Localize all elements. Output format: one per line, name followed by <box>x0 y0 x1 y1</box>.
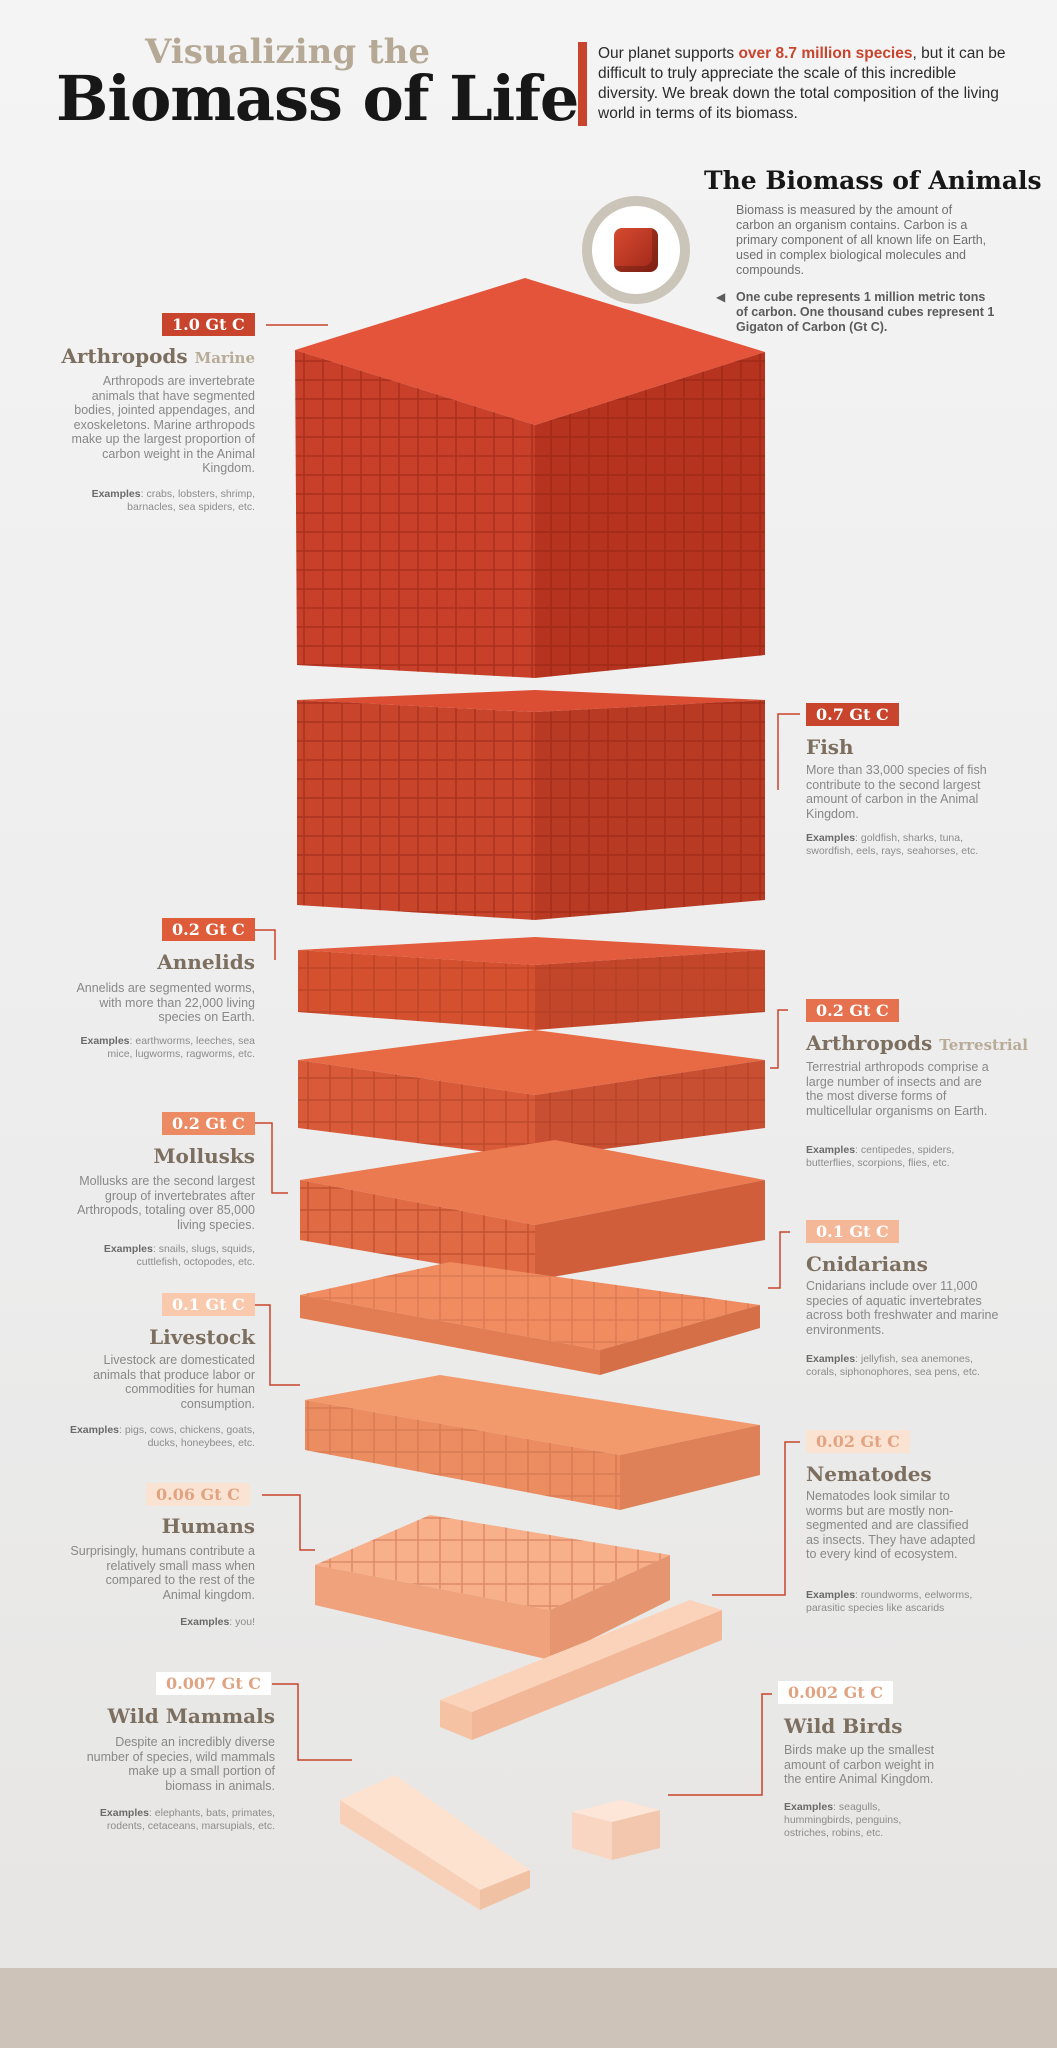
badge-arthropods-marine: 1.0 Gt C <box>162 313 255 336</box>
header-accent-bar <box>578 42 587 126</box>
examples-wild-birds: Examples: seagulls, hummingbirds, pengui… <box>784 1801 902 1839</box>
label-annelids: Annelids <box>157 950 255 974</box>
label-nematodes: Nematodes <box>806 1462 932 1486</box>
badge-wild-mammals: 0.007 Gt C <box>156 1672 272 1695</box>
desc-fish: More than 33,000 species of fish contrib… <box>806 763 987 821</box>
desc-humans: Surprisingly, humans contribute a relati… <box>70 1544 255 1602</box>
desc-wild-birds: Birds make up the smallest amount of car… <box>784 1743 935 1786</box>
cube-arthropods-marine <box>295 278 765 678</box>
badge-fish: 0.7 Gt C <box>806 703 899 726</box>
intro-highlight: over 8.7 million species <box>738 45 913 62</box>
intro-text-1: Our planet supports <box>598 45 739 62</box>
examples-humans: Examples: you! <box>180 1616 255 1628</box>
examples-nematodes: Examples: roundworms, eelworms, parasiti… <box>806 1589 973 1614</box>
examples-livestock: Examples: pigs, cows, chickens, goats, d… <box>69 1424 255 1449</box>
slab-livestock <box>305 1375 760 1510</box>
cube-top-face <box>295 278 765 425</box>
strip-nematodes <box>440 1600 722 1740</box>
header-subtitle: Visualizing the <box>145 32 431 72</box>
animals-panel-note: One cube represents 1 million metric ton… <box>736 290 995 334</box>
badge-humans: 0.06 Gt C <box>146 1483 250 1506</box>
slab-cnidarians <box>300 1262 760 1375</box>
label-arthropods-terrestrial: Arthropods Terrestrial <box>806 1031 1028 1055</box>
blocks-wild-mammals <box>340 1775 530 1910</box>
label-humans: Humans <box>161 1514 255 1538</box>
desc-livestock: Livestock are domesticated animals that … <box>93 1353 255 1411</box>
examples-arthropods-terrestrial: Examples: centipedes, spiders, butterfli… <box>806 1144 955 1169</box>
label-livestock: Livestock <box>149 1325 255 1349</box>
intro-text-2: , but it can be difficult to truly appre… <box>598 45 1006 122</box>
group-qualifier: Terrestrial <box>939 1036 1028 1054</box>
examples-wild-mammals: Examples: elephants, bats, primates, rod… <box>99 1807 275 1832</box>
slab-arthropods-terrestrial <box>298 1030 765 1158</box>
slab-mollusks <box>300 1140 765 1280</box>
desc-mollusks: Mollusks are the second largest group of… <box>77 1174 255 1232</box>
examples-annelids: Examples: earthworms, leeches, sea mice,… <box>80 1035 255 1060</box>
slab-annelids <box>298 937 765 1030</box>
desc-annelids: Annelids are segmented worms, with more … <box>76 981 255 1024</box>
animals-panel-title: The Biomass of Animals <box>704 166 1042 195</box>
label-arthropods-marine: Arthropods Marine <box>60 344 255 368</box>
label-cnidarians: Cnidarians <box>806 1252 928 1276</box>
badge-annelids: 0.2 Gt C <box>162 918 255 941</box>
examples-mollusks: Examples: snails, slugs, squids, cuttlef… <box>103 1243 255 1268</box>
group-qualifier: Marine <box>194 349 255 367</box>
slab-humans <box>315 1515 670 1660</box>
desc-nematodes: Nematodes look similar to worms but are … <box>806 1489 976 1561</box>
examples-arthropods-marine: Examples: crabs, lobsters, shrimp, barna… <box>91 488 255 513</box>
badge-wild-birds: 0.002 Gt C <box>778 1681 894 1704</box>
desc-arthropods-marine: Arthropods are invertebrate animals that… <box>71 374 255 475</box>
single-cube-icon <box>614 228 658 272</box>
desc-cnidarians: Cnidarians include over 11,000 species o… <box>806 1279 999 1337</box>
desc-wild-mammals: Despite an incredibly diverse number of … <box>86 1735 275 1793</box>
label-wild-birds: Wild Birds <box>784 1714 903 1738</box>
pointer-arrow-icon: ◀ <box>716 290 726 304</box>
badge-livestock: 0.1 Gt C <box>162 1293 255 1316</box>
label-fish: Fish <box>806 735 854 759</box>
examples-cnidarians: Examples: jellyfish, sea anemones, coral… <box>806 1353 980 1378</box>
header-intro: Our planet supports over 8.7 million spe… <box>598 44 1018 124</box>
group-name: Arthropods <box>806 1031 933 1055</box>
footer-band <box>0 1968 1057 2048</box>
connector-lines <box>254 324 800 1796</box>
label-mollusks: Mollusks <box>153 1144 255 1168</box>
badge-mollusks: 0.2 Gt C <box>162 1112 255 1135</box>
badge-nematodes: 0.02 Gt C <box>806 1430 910 1453</box>
group-name: Arthropods <box>61 344 188 368</box>
badge-arthropods-terrestrial: 0.2 Gt C <box>806 999 899 1022</box>
blocks-wild-birds <box>572 1800 660 1860</box>
header-title: Biomass of Life <box>56 62 579 135</box>
cube-fish <box>297 690 765 920</box>
label-wild-mammals: Wild Mammals <box>107 1704 276 1728</box>
desc-arthropods-terrestrial: Terrestrial arthropods comprise a large … <box>806 1060 989 1118</box>
examples-fish: Examples: goldfish, sharks, tuna, swordf… <box>806 832 979 857</box>
animals-panel-description: Biomass is measured by the amount of car… <box>736 203 987 277</box>
badge-cnidarians: 0.1 Gt C <box>806 1220 899 1243</box>
